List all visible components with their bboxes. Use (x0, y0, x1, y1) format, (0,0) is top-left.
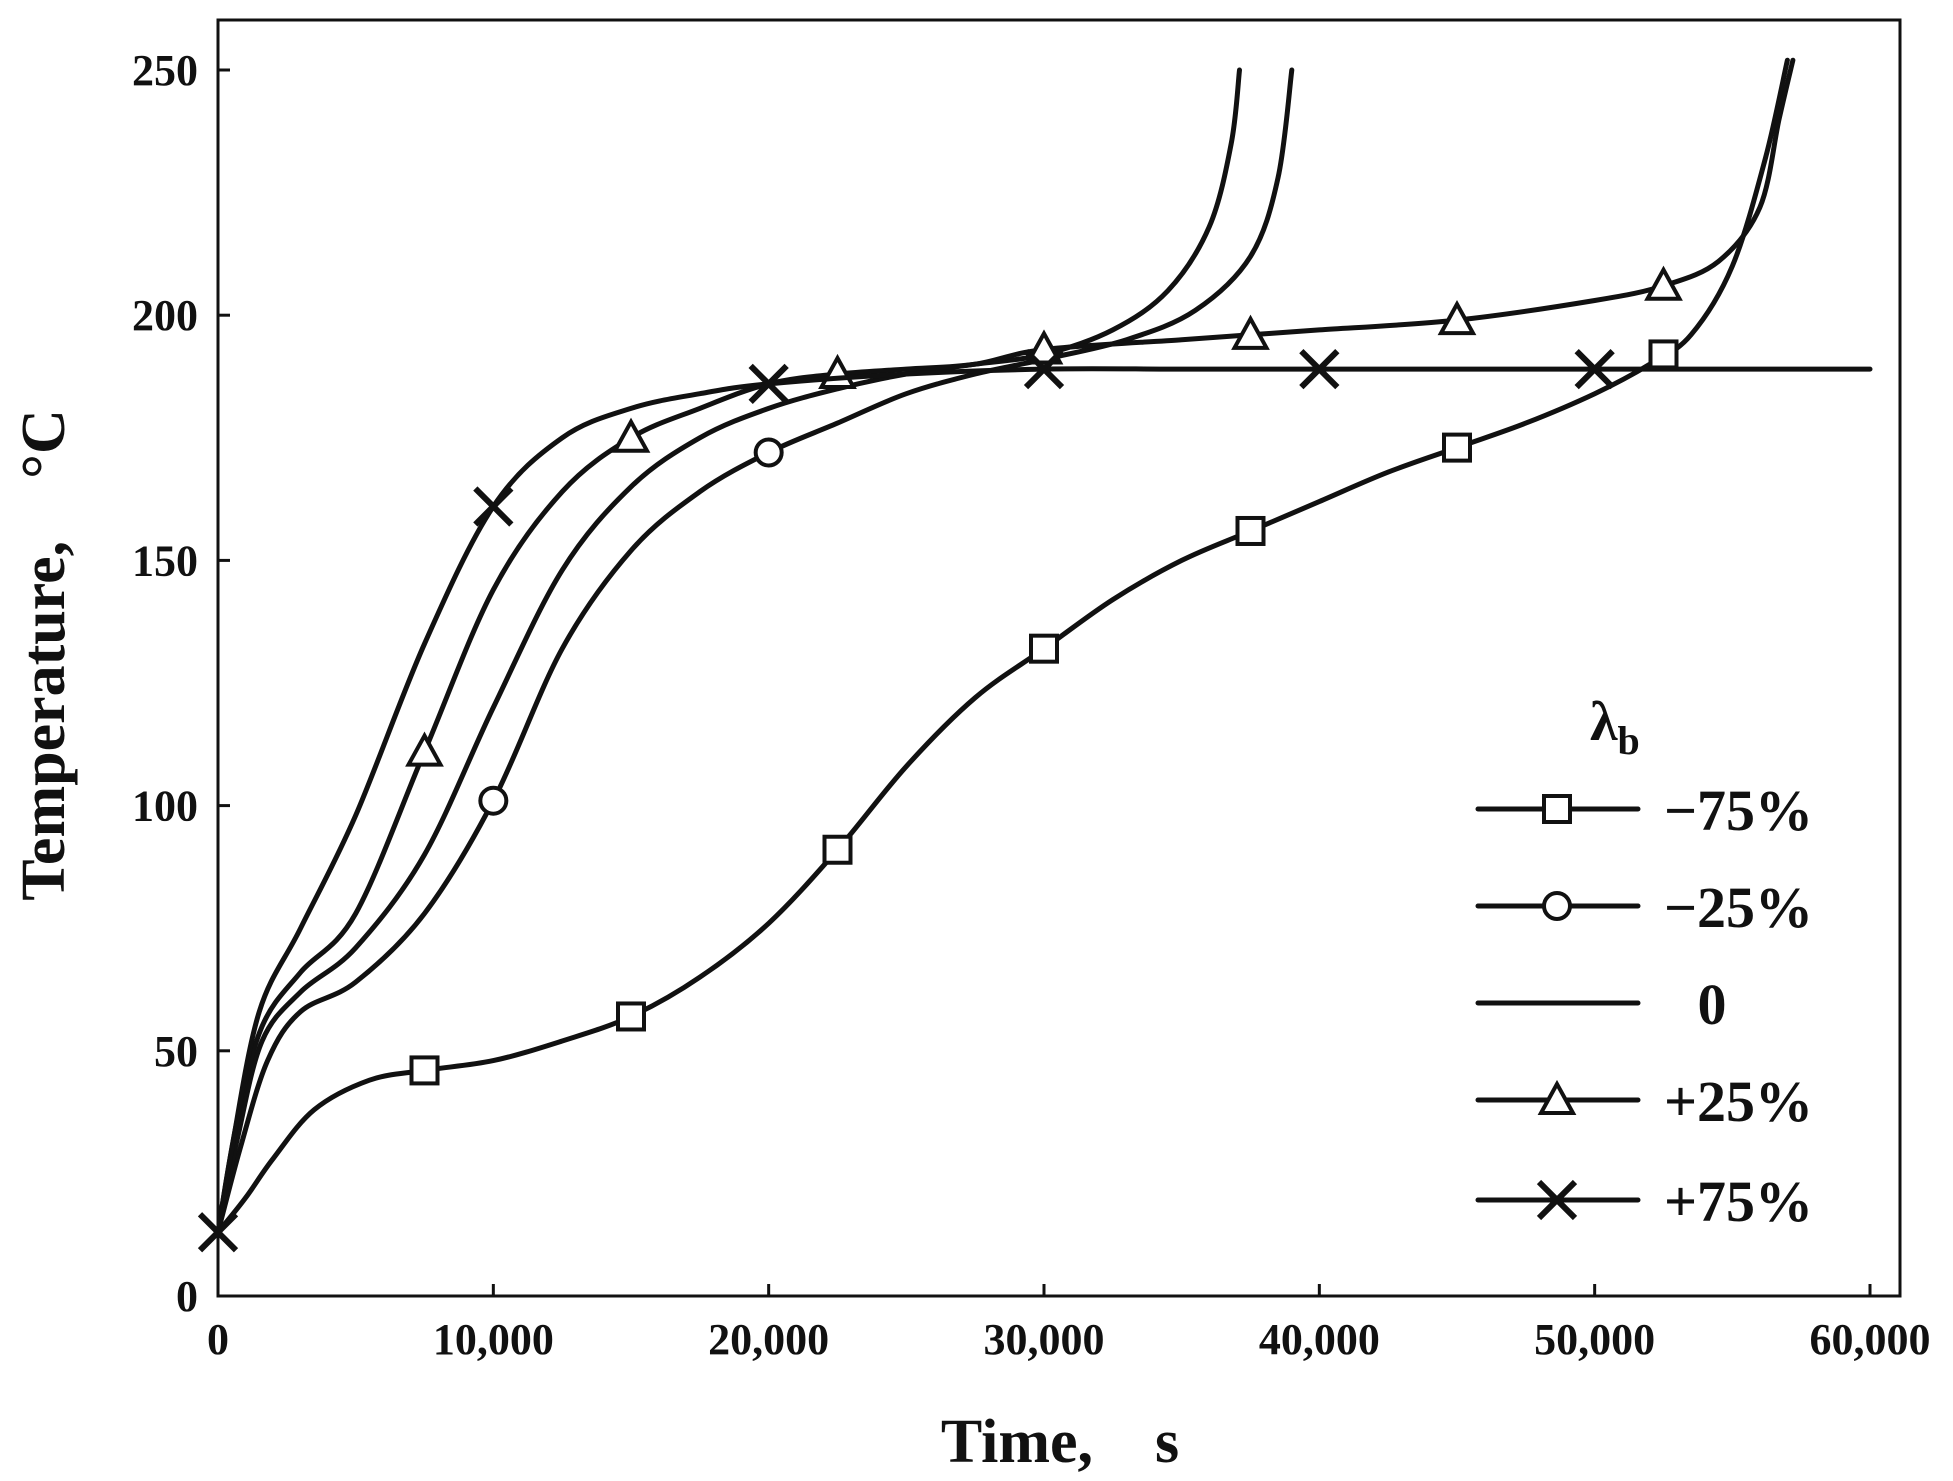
series-line (215, 57, 1790, 1235)
legend-swatch-marker (1542, 794, 1572, 824)
y-tick-label: 250 (132, 46, 198, 95)
legend-item: +25% (1475, 1069, 1813, 1134)
x-marker-stroke (197, 1212, 239, 1253)
series-4 (197, 349, 1873, 1253)
legend-title-subscript: b (1618, 718, 1640, 763)
legend-item: +75% (1475, 1169, 1813, 1234)
legend-swatch-marker (1536, 1179, 1578, 1221)
data-point (1029, 633, 1059, 664)
series-layer (197, 57, 1873, 1253)
x-tick-label: 10,000 (433, 1315, 554, 1364)
y-axis-title: Temperature, °C (10, 409, 78, 900)
legend-label: +75% (1664, 1169, 1813, 1234)
series-line (215, 67, 1242, 1235)
series-3 (215, 57, 1796, 1235)
series-0 (215, 57, 1790, 1235)
data-point (616, 1001, 646, 1032)
legend-label: +25% (1664, 1069, 1813, 1134)
x-tick-label: 40,000 (1259, 1315, 1380, 1364)
legend: λb −75% −25% 0 +25% +75% (1475, 691, 1813, 1234)
data-point (1231, 314, 1270, 350)
data-point (753, 437, 784, 468)
y-tick-label: 150 (132, 536, 198, 585)
series-1 (215, 67, 1295, 1235)
data-point (409, 1055, 440, 1086)
x-marker-stroke (473, 486, 514, 527)
x-marker-stroke (1536, 1179, 1578, 1221)
data-point (1023, 349, 1065, 390)
data-point (1574, 349, 1615, 390)
data-point (473, 486, 514, 527)
data-point (197, 1212, 239, 1253)
series-2 (215, 67, 1242, 1235)
legend-label: −75% (1664, 778, 1813, 843)
x-marker-stroke (1299, 349, 1340, 390)
x-tick-label: 30,000 (984, 1315, 1105, 1364)
x-tick-label: 50,000 (1534, 1315, 1655, 1364)
legend-item: −75% (1475, 778, 1813, 843)
y-tick-label: 0 (176, 1272, 198, 1321)
x-tick-label: 0 (207, 1315, 229, 1364)
legend-label: 0 (1698, 972, 1727, 1037)
data-point (1024, 329, 1064, 365)
data-point (1437, 299, 1477, 336)
data-point (1644, 265, 1683, 301)
data-point (1235, 515, 1266, 546)
legend-item: −25% (1475, 875, 1813, 940)
data-point (1299, 349, 1340, 390)
series-line (215, 67, 1295, 1235)
data-point (822, 834, 853, 865)
x-marker-stroke (748, 363, 789, 404)
legend-swatch-marker (1537, 1079, 1577, 1115)
legend-item: 0 (1475, 972, 1727, 1037)
legend-swatch-marker (1542, 891, 1572, 921)
data-point (1648, 339, 1679, 370)
data-point (1442, 432, 1472, 463)
data-point (405, 731, 444, 767)
plot-frame (216, 18, 1902, 1298)
data-point (748, 363, 789, 404)
x-tick-label: 60,000 (1810, 1315, 1931, 1364)
x-marker-stroke (1023, 349, 1065, 390)
series-line (215, 366, 1873, 1235)
y-tick-label: 50 (154, 1027, 198, 1076)
series-line (215, 57, 1796, 1235)
y-tick-label: 200 (132, 291, 198, 340)
data-point (611, 417, 651, 453)
axes: 0 10,000 20,000 30,000 40,000 50,000 60,000 0 50… (132, 18, 1931, 1364)
x-marker-stroke (1574, 349, 1615, 390)
x-axis-title: Time, s (941, 1408, 1179, 1476)
legend-label: −25% (1664, 875, 1813, 940)
y-tick-label: 100 (132, 782, 198, 831)
legend-title: λb (1590, 691, 1640, 763)
x-tick-label: 20,000 (708, 1315, 829, 1364)
data-point (478, 785, 509, 816)
